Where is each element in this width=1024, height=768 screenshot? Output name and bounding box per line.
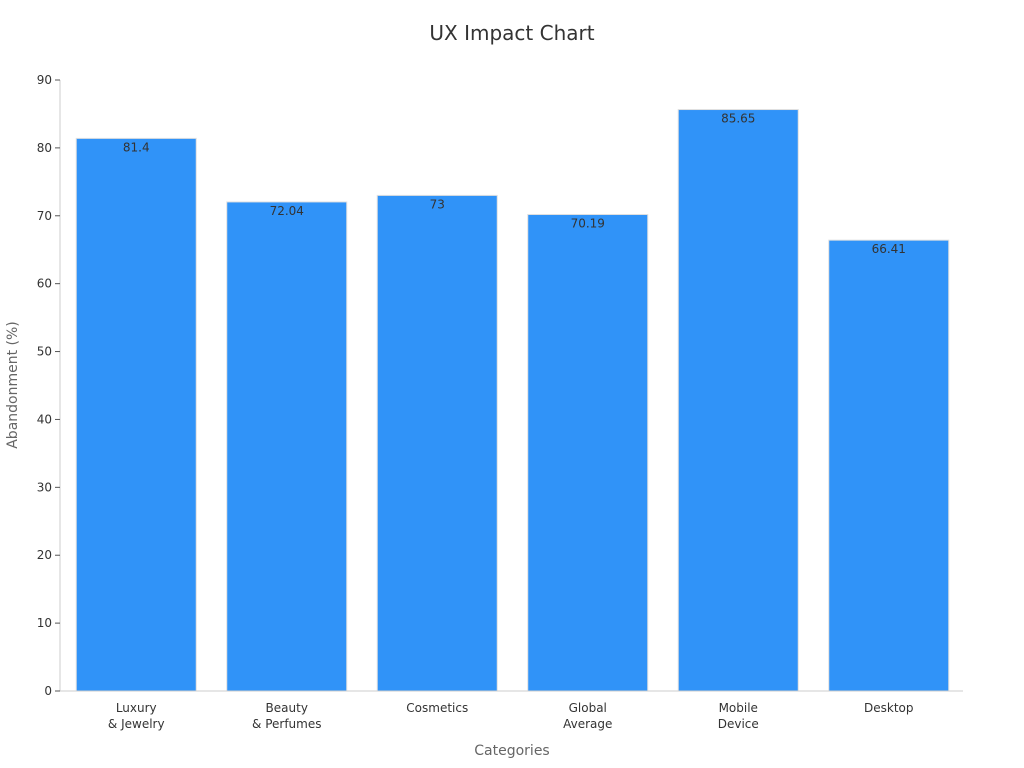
y-tick-label: 30 <box>37 480 52 494</box>
x-category-label: & Perfumes <box>252 717 321 731</box>
x-category-label: Mobile <box>719 701 758 715</box>
y-tick-label: 20 <box>37 548 52 562</box>
bar <box>828 239 950 692</box>
bar-value-label: 85.65 <box>721 112 755 126</box>
y-axis-title: Abandonment (%) <box>5 321 21 449</box>
x-category-label: Average <box>563 717 612 731</box>
y-tick-label: 50 <box>37 345 52 359</box>
x-category-label: & Jewelry <box>108 717 165 731</box>
bar <box>527 213 649 692</box>
bar-value-label: 72.04 <box>270 204 304 218</box>
bar-value-label: 70.19 <box>571 216 605 230</box>
bar <box>677 109 799 692</box>
x-axis-title: Categories <box>474 743 549 759</box>
bars-group <box>75 109 950 692</box>
y-tick-label: 40 <box>37 412 52 426</box>
y-tick-label: 70 <box>37 209 52 223</box>
bar-value-label: 73 <box>430 197 445 211</box>
x-category-label: Beauty <box>266 701 308 715</box>
bar <box>376 194 498 692</box>
x-axis: Luxury & Jewelry Beauty & Perfumes Cosmetics… <box>60 690 963 731</box>
y-tick-label: 0 <box>44 684 52 698</box>
bar <box>75 137 197 692</box>
value-labels-group: 81.4 72.04 73 70.19 85.65 66.41 <box>123 112 906 257</box>
bar-value-label: 66.41 <box>872 242 906 256</box>
x-category-label: Global <box>569 701 607 715</box>
y-tick-label: 90 <box>37 73 52 87</box>
y-tick-label: 10 <box>37 616 52 630</box>
x-category-label: Cosmetics <box>406 701 468 715</box>
x-category-label: Luxury <box>116 701 157 715</box>
y-axis: 0 10 20 30 40 50 60 70 80 90 <box>37 73 61 698</box>
y-tick-label: 80 <box>37 141 52 155</box>
y-tick-label: 60 <box>37 277 52 291</box>
bar-value-label: 81.4 <box>123 140 150 154</box>
x-category-label: Desktop <box>864 701 914 715</box>
chart-title: UX Impact Chart <box>429 21 594 45</box>
x-category-label: Device <box>718 717 759 731</box>
bar <box>226 201 348 692</box>
